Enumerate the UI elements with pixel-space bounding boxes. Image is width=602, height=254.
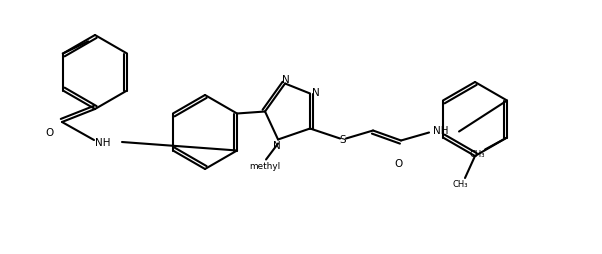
Text: N: N: [273, 141, 281, 151]
Text: NH: NH: [95, 137, 111, 147]
Text: CH₃: CH₃: [452, 180, 468, 189]
Text: N: N: [312, 88, 320, 98]
Text: O: O: [394, 159, 402, 169]
Text: CH₃: CH₃: [470, 149, 485, 158]
Text: methyl: methyl: [249, 161, 281, 170]
Text: NH: NH: [433, 126, 448, 136]
Text: S: S: [340, 135, 346, 145]
Text: O: O: [45, 128, 53, 137]
Text: N: N: [282, 75, 290, 85]
